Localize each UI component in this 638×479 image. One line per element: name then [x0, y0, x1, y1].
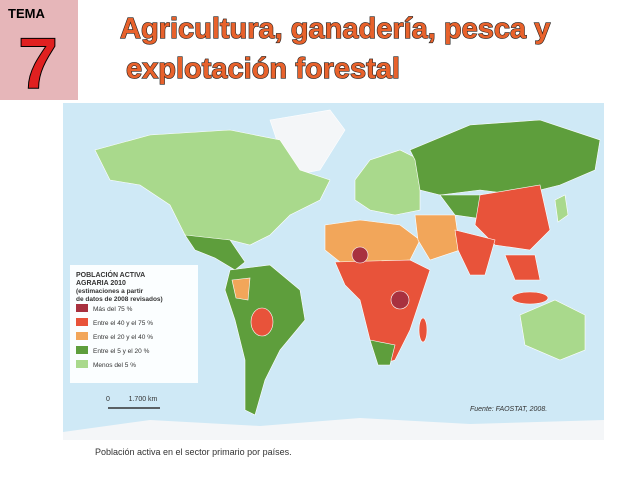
legend-label: Menos del 5 %: [93, 362, 136, 369]
middle-east: [414, 214, 461, 261]
europe: [354, 149, 421, 216]
southeast-asia: [504, 254, 541, 281]
legend-box: [70, 265, 198, 383]
title-line-2: explotación forestal: [126, 53, 400, 85]
legend-label: Entre el 5 y el 20 %: [93, 348, 150, 355]
sub-saharan-africa: [334, 259, 431, 366]
north-america: [94, 129, 331, 251]
india: [454, 229, 496, 276]
indonesia: [511, 291, 549, 305]
legend-swatch: [76, 304, 88, 312]
madagascar: [418, 317, 428, 343]
legend-swatch: [76, 346, 88, 354]
legend-swatch: [76, 360, 88, 368]
australia: [519, 299, 586, 361]
tema-box: [0, 0, 78, 100]
tema-label: TEMA: [8, 6, 45, 21]
antarctica: [63, 418, 604, 440]
south-america: [224, 264, 306, 416]
title-line-1: Agricultura, ganadería, pesca y: [120, 13, 550, 45]
legend-label: Entre el 20 y el 40 %: [93, 334, 153, 341]
scale-zero: 0: [106, 396, 110, 403]
caption: Población activa en el sector primario p…: [95, 447, 292, 457]
legend-swatch: [76, 318, 88, 326]
legend-title: (estimaciones a partir: [76, 288, 144, 295]
legend-title: POBLACIÓN ACTIVA: [76, 270, 145, 279]
south-africa: [369, 339, 396, 366]
legend-title: AGRARIA 2010: [76, 280, 126, 287]
japan: [554, 194, 569, 223]
scale-label: 1.700 km: [129, 396, 158, 403]
legend-swatch: [76, 332, 88, 340]
andes: [231, 277, 251, 301]
east-africa: [390, 290, 410, 310]
china: [474, 184, 551, 251]
sahel: [351, 246, 369, 264]
source: Fuente: FAOSTAT, 2008.: [470, 406, 547, 413]
legend-label: Más del 75 %: [93, 306, 133, 313]
legend-label: Entre el 40 y el 75 %: [93, 320, 153, 327]
bolivia: [250, 307, 274, 337]
tema-number: 7: [18, 24, 58, 104]
legend-title: de datos de 2008 revisados): [76, 296, 163, 303]
